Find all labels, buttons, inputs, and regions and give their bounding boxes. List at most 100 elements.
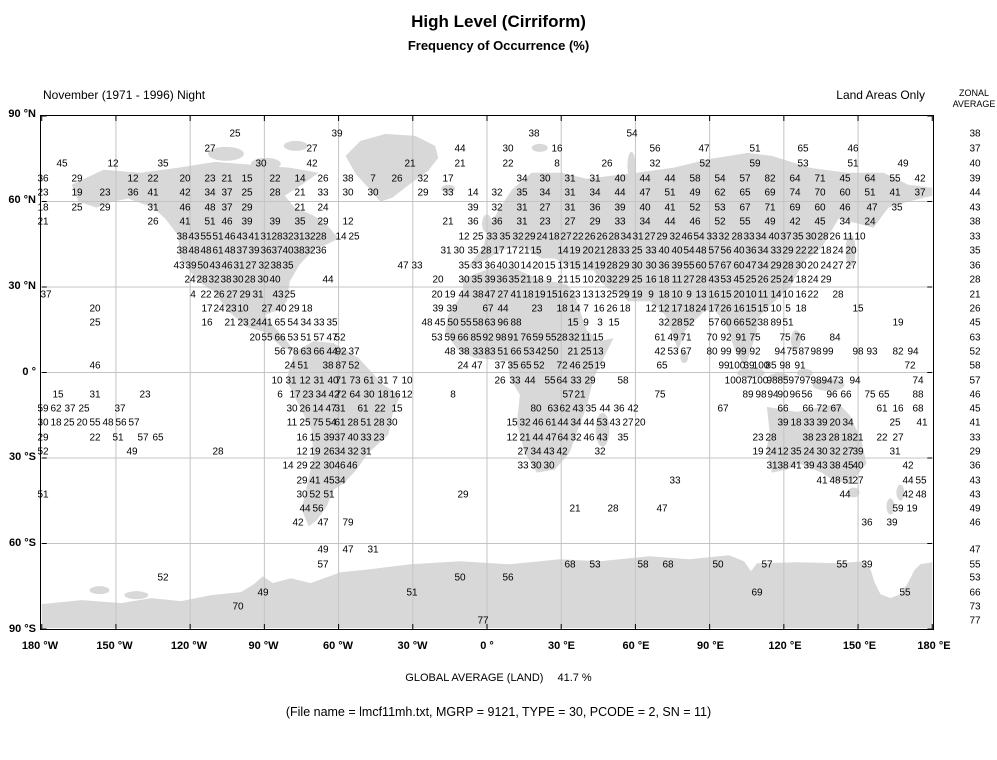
data-value: 52 — [714, 216, 726, 228]
data-value: 62 — [559, 403, 571, 415]
data-value: 34 — [757, 245, 769, 257]
data-value: 24 — [782, 274, 794, 286]
data-value: 42 — [179, 187, 191, 199]
data-value: 27 — [644, 231, 656, 243]
data-value: 51 — [497, 346, 509, 358]
zonal-average-value: 49 — [969, 503, 981, 515]
data-value: 40 — [671, 245, 683, 257]
data-value: 38 — [802, 432, 814, 444]
data-value: 13 — [594, 289, 606, 301]
data-value: 27 — [517, 446, 529, 458]
data-value: 97 — [799, 375, 811, 387]
data-value: 35 — [294, 216, 306, 228]
data-value: 29 — [782, 245, 794, 257]
data-value: 22 — [200, 289, 212, 301]
data-value: 23 — [237, 317, 249, 329]
data-value: 33 — [509, 375, 521, 387]
data-value: 35 — [458, 260, 470, 272]
data-value: 32 — [282, 231, 294, 243]
data-value: 26 — [391, 173, 403, 185]
data-value: 39 — [777, 417, 789, 429]
data-value: 64 — [349, 389, 361, 401]
data-value: 74 — [789, 187, 801, 199]
data-value: 16 — [645, 274, 657, 286]
data-value: 45 — [842, 460, 854, 472]
data-value: 62 — [714, 187, 726, 199]
data-value: 51 — [664, 187, 676, 199]
zonal-average-value: 33 — [969, 432, 981, 444]
lat-label: 90 °N — [8, 108, 36, 120]
zonal-average-value: 29 — [969, 446, 981, 458]
data-value: 28 — [828, 432, 840, 444]
data-value: 30 — [232, 274, 244, 286]
lon-label: 150 °W — [96, 640, 133, 652]
data-value: 51 — [406, 587, 418, 599]
global-average-label: GLOBAL AVERAGE (LAND) — [405, 672, 544, 684]
zonal-average-value: 26 — [969, 303, 981, 315]
data-value: 11 — [842, 231, 854, 243]
data-value: 34 — [755, 231, 767, 243]
data-value: 54 — [693, 231, 705, 243]
data-value: 52 — [699, 158, 711, 170]
data-value: 12 — [342, 216, 354, 228]
data-value: 38 — [270, 260, 282, 272]
data-value: 69 — [789, 202, 801, 214]
data-value: 19 — [534, 289, 546, 301]
data-value: 26 — [596, 231, 608, 243]
data-value: 60 — [720, 317, 732, 329]
zonal-average-value: 39 — [969, 173, 981, 185]
data-value: 49 — [667, 332, 679, 344]
zonal-average-value: 63 — [969, 332, 981, 344]
zonal-average-value: 45 — [969, 403, 981, 415]
data-value: 31 — [252, 289, 264, 301]
data-value: 37 — [494, 360, 506, 372]
data-value: 15 — [309, 432, 321, 444]
data-value: 98 — [810, 346, 822, 358]
data-value: 47 — [397, 260, 409, 272]
data-value: 32 — [417, 173, 429, 185]
data-value: 21 — [294, 202, 306, 214]
data-value: 25 — [582, 360, 594, 372]
data-value: 69 — [764, 187, 776, 199]
data-value: 57 — [761, 559, 773, 571]
data-value: 18 — [658, 289, 670, 301]
data-value: 39 — [886, 517, 898, 529]
plot-area — [40, 115, 934, 630]
data-value: 30 — [323, 460, 335, 472]
data-value: 10 — [854, 231, 866, 243]
data-value: 30 — [367, 187, 379, 199]
data-value: 45 — [814, 216, 826, 228]
data-value: 18 — [548, 231, 560, 243]
data-value: 61 — [545, 417, 557, 429]
data-value: 96 — [826, 389, 838, 401]
data-value: 46 — [681, 231, 693, 243]
data-value: 7 — [392, 375, 398, 387]
coverage-label: Land Areas Only — [836, 88, 925, 102]
data-value: 58 — [637, 559, 649, 571]
data-value: 41 — [248, 231, 260, 243]
data-value: 21 — [442, 216, 454, 228]
data-value: 35 — [516, 187, 528, 199]
data-value: 18 — [301, 303, 313, 315]
data-value: 40 — [852, 460, 864, 472]
data-value: 66 — [840, 389, 852, 401]
data-value: 29 — [820, 274, 832, 286]
data-value: 57 — [739, 173, 751, 185]
data-value: 89 — [742, 389, 754, 401]
data-value: 25 — [78, 403, 90, 415]
data-value: 98 — [852, 346, 864, 358]
data-value: 12 — [107, 158, 119, 170]
global-average-line: GLOBAL AVERAGE (LAND) 41.7 % — [0, 672, 997, 684]
data-value: 75 — [864, 389, 876, 401]
zonal-average-value: 35 — [969, 245, 981, 257]
data-value: 82 — [892, 346, 904, 358]
data-value: 18 — [522, 289, 534, 301]
data-value: 55 — [915, 475, 927, 487]
data-value: 57 — [313, 332, 325, 344]
data-value: 29 — [296, 475, 308, 487]
data-value: 57 — [708, 317, 720, 329]
data-value: 65 — [152, 432, 164, 444]
zonal-average-value: 46 — [969, 517, 981, 529]
data-value: 38 — [777, 460, 789, 472]
data-value: 15 — [52, 389, 64, 401]
